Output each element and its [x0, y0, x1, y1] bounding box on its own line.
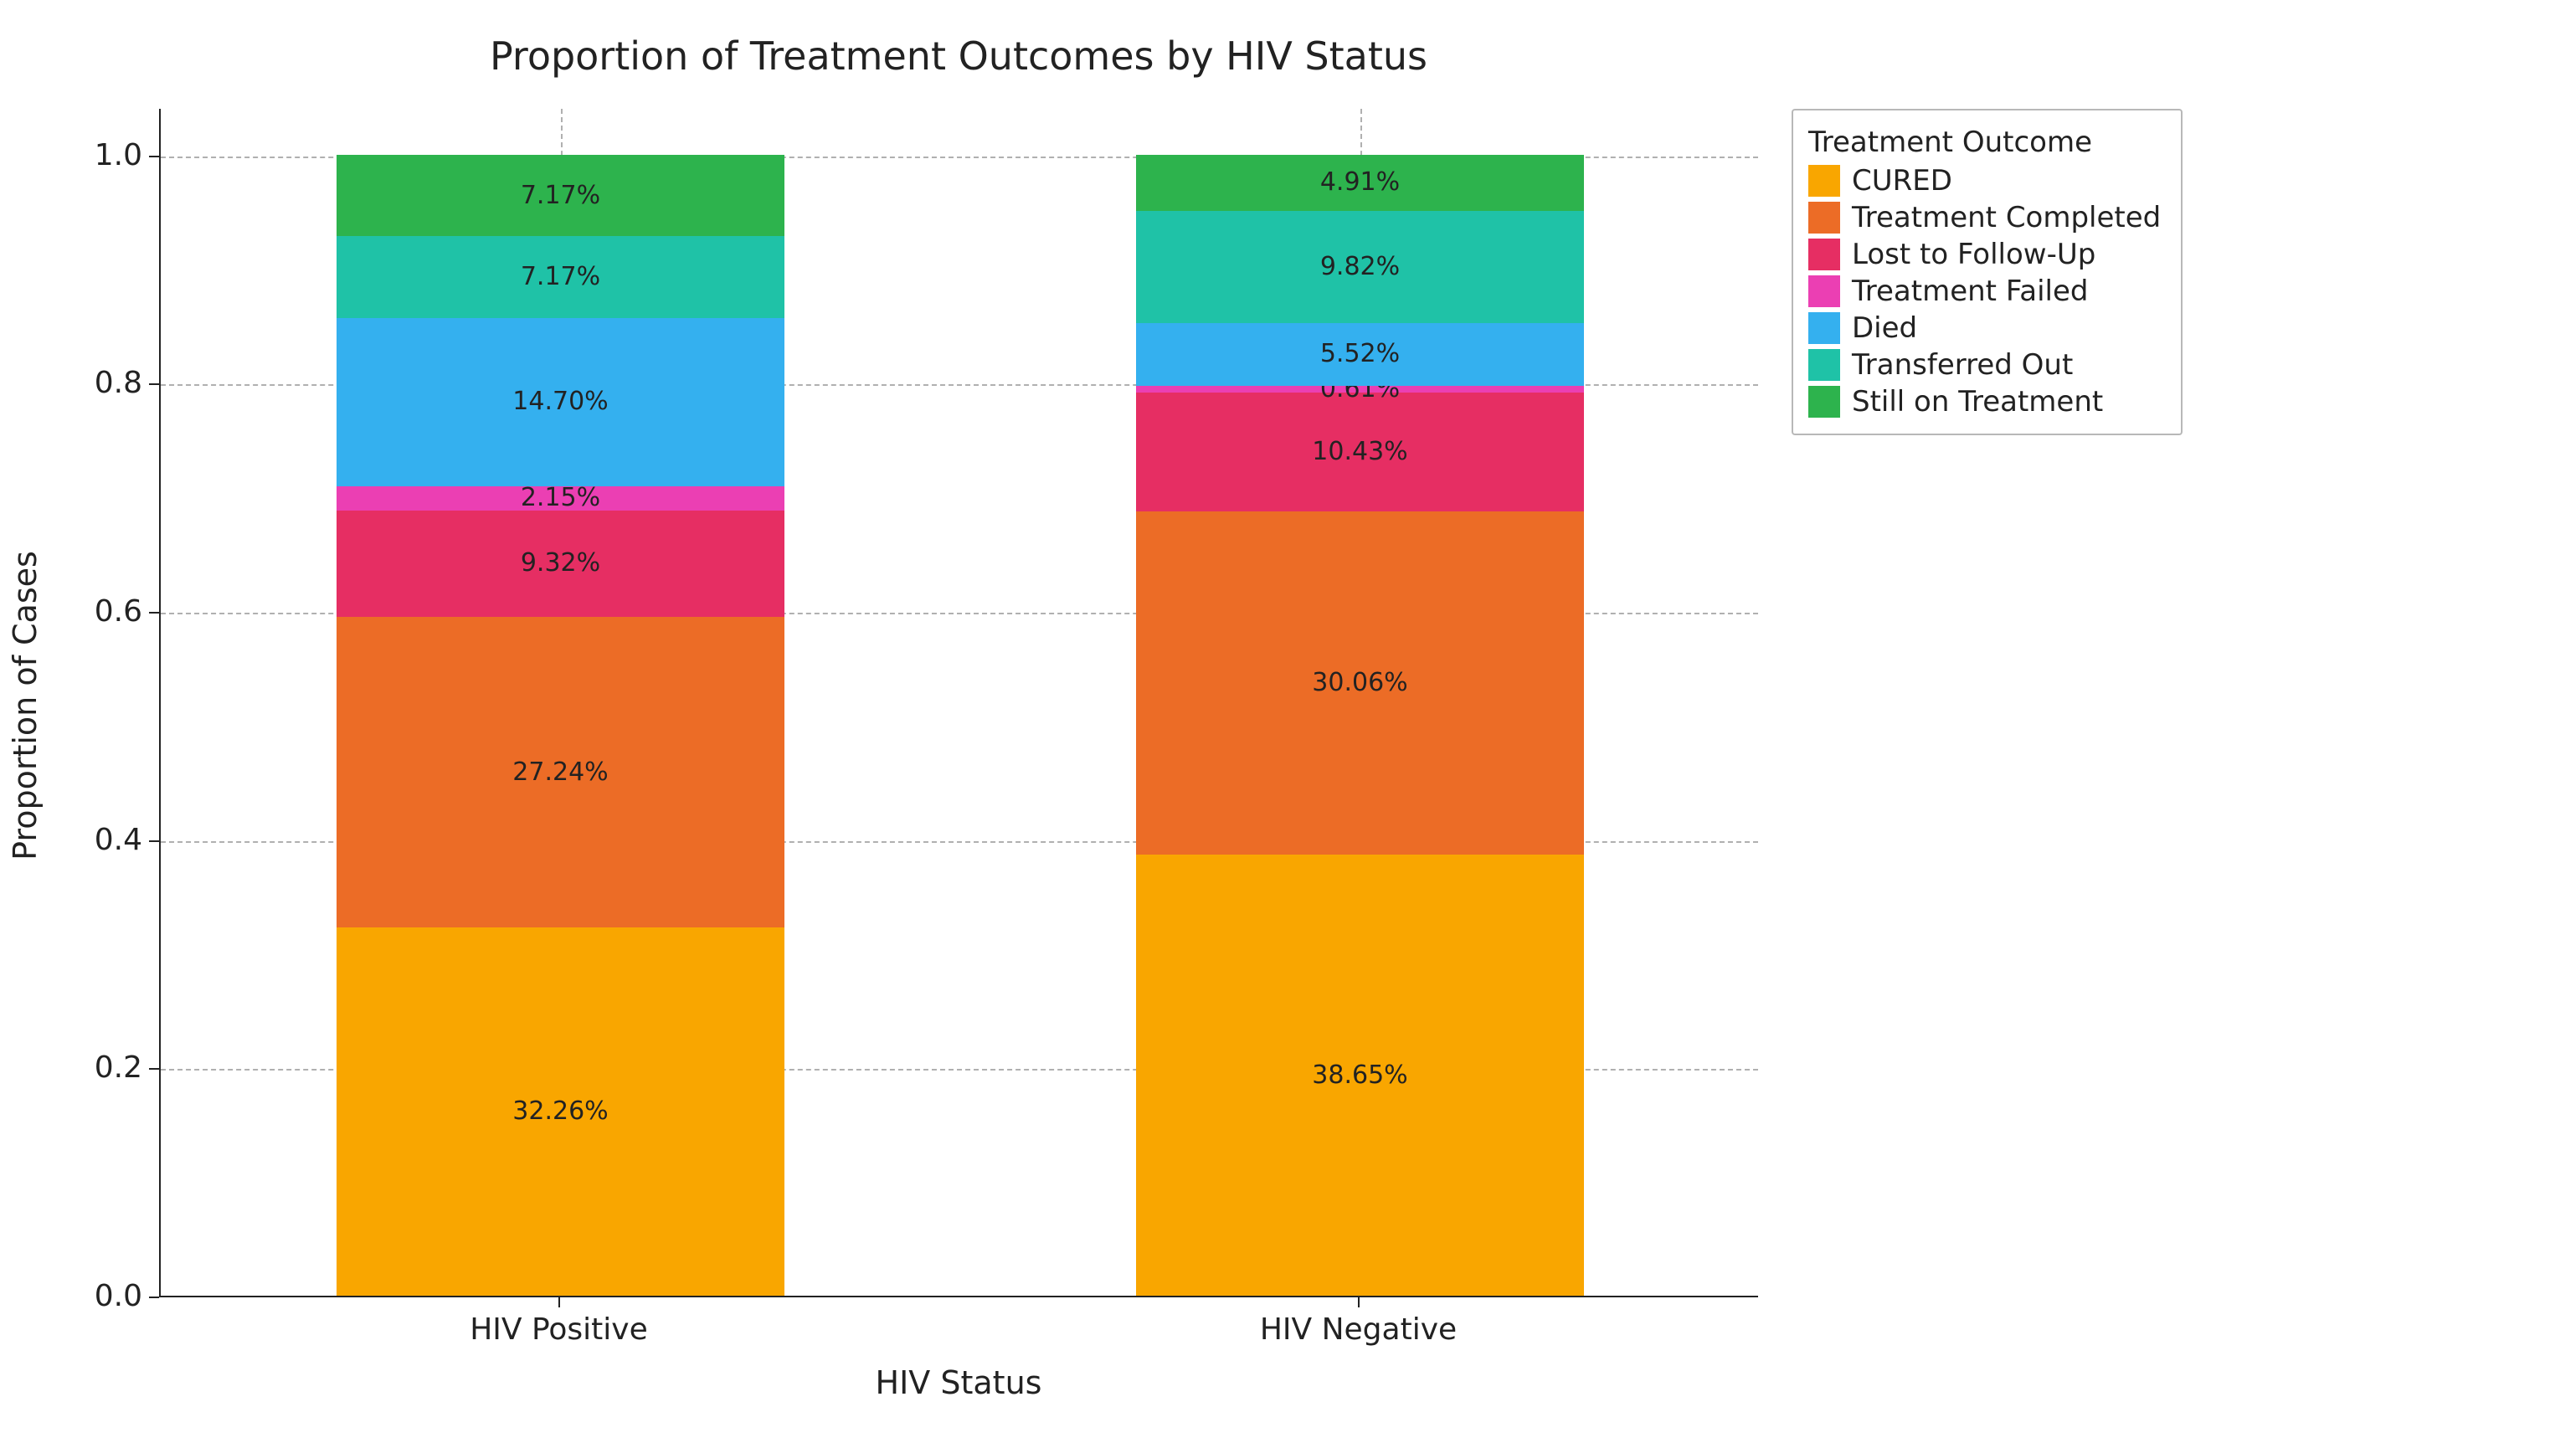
legend-swatch: [1808, 239, 1840, 270]
legend-label: Transferred Out: [1852, 348, 2073, 382]
bar-segment: [337, 236, 784, 318]
y-tick-label: 0.8: [67, 366, 142, 400]
y-tick-mark: [149, 840, 159, 842]
bar-segment: [1136, 393, 1584, 511]
y-tick-mark: [149, 156, 159, 157]
legend-label: Treatment Completed: [1852, 201, 2161, 234]
legend-item: Died: [1808, 311, 2161, 345]
x-tick-label: HIV Negative: [1149, 1312, 1568, 1347]
legend-item: Treatment Failed: [1808, 275, 2161, 308]
y-tick-label: 0.0: [67, 1279, 142, 1313]
y-tick-label: 0.4: [67, 823, 142, 857]
legend: Treatment Outcome CUREDTreatment Complet…: [1792, 109, 2183, 435]
bar-segment: [1136, 211, 1584, 323]
bar-segment: [337, 927, 784, 1296]
y-axis-label: Proportion of Cases: [7, 111, 44, 1300]
legend-label: Treatment Failed: [1852, 275, 2088, 308]
legend-item: Lost to Follow-Up: [1808, 238, 2161, 271]
bar-segment: [337, 155, 784, 237]
legend-item: Still on Treatment: [1808, 385, 2161, 419]
x-axis-label: HIV Status: [159, 1364, 1758, 1401]
y-tick-mark: [149, 612, 159, 614]
legend-swatch: [1808, 275, 1840, 307]
y-tick-label: 1.0: [67, 138, 142, 172]
plot-area: 32.26%27.24%9.32%2.15%14.70%7.17%7.17% 38…: [159, 109, 1758, 1297]
bar-segment: [1136, 323, 1584, 386]
legend-label: Still on Treatment: [1852, 385, 2103, 419]
bar-segment: [1136, 511, 1584, 855]
bar-segment: [1136, 386, 1584, 393]
bar-segment: [337, 617, 784, 927]
y-tick-label: 0.2: [67, 1050, 142, 1085]
legend-label: CURED: [1852, 164, 1952, 198]
x-tick-mark: [1358, 1297, 1360, 1307]
y-tick-mark: [149, 1068, 159, 1070]
legend-swatch: [1808, 165, 1840, 197]
legend-title: Treatment Outcome: [1808, 126, 2161, 159]
legend-label: Died: [1852, 311, 1917, 345]
legend-item: CURED: [1808, 164, 2161, 198]
bar-segment: [1136, 855, 1584, 1296]
chart-title: Proportion of Treatment Outcomes by HIV …: [159, 33, 1758, 79]
legend-swatch: [1808, 312, 1840, 344]
y-tick-label: 0.6: [67, 594, 142, 629]
x-tick-label: HIV Positive: [350, 1312, 769, 1347]
legend-swatch: [1808, 349, 1840, 381]
legend-swatch: [1808, 202, 1840, 234]
legend-item: Treatment Completed: [1808, 201, 2161, 234]
legend-item: Transferred Out: [1808, 348, 2161, 382]
bar-segment: [1136, 155, 1584, 211]
legend-label: Lost to Follow-Up: [1852, 238, 2095, 271]
y-tick-mark: [149, 383, 159, 385]
bar-segment: [337, 511, 784, 617]
bar-segment: [337, 486, 784, 511]
y-tick-mark: [149, 1297, 159, 1298]
chart-container: Proportion of Treatment Outcomes by HIV …: [0, 0, 2576, 1443]
bar-segment: [337, 318, 784, 485]
x-tick-mark: [558, 1297, 560, 1307]
bar-hiv-negative: 38.65%30.06%10.43%0.61%5.52%9.82%4.91%: [1136, 155, 1584, 1296]
legend-swatch: [1808, 386, 1840, 418]
bar-hiv-positive: 32.26%27.24%9.32%2.15%14.70%7.17%7.17%: [337, 155, 784, 1296]
